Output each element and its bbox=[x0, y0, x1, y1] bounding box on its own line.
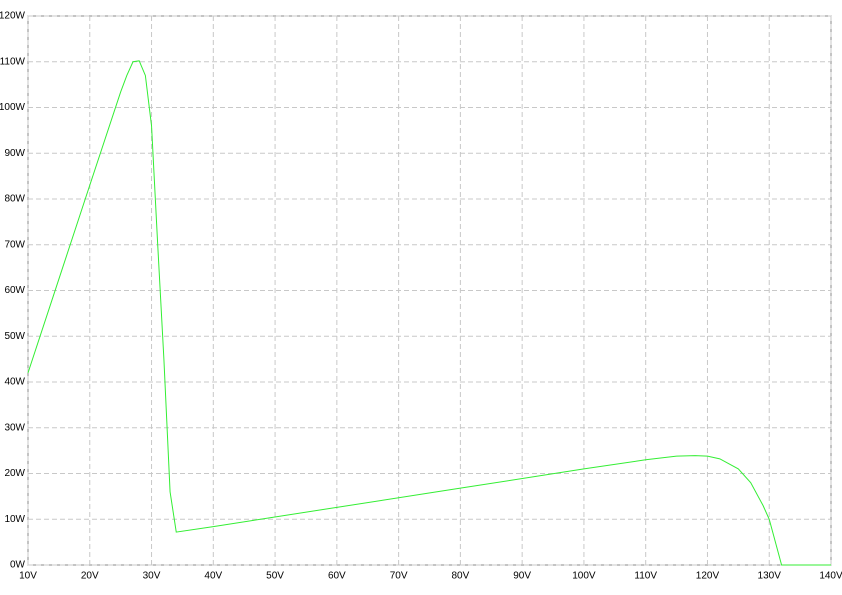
y-tick-label: 80W bbox=[4, 194, 25, 205]
x-tick-label: 50V bbox=[266, 571, 284, 582]
x-tick-label: 40V bbox=[204, 571, 222, 582]
y-tick-label: 20W bbox=[4, 468, 25, 479]
y-tick-label: 10W bbox=[4, 514, 25, 525]
x-tick-label: 80V bbox=[451, 571, 469, 582]
x-tick-label: 10V bbox=[19, 571, 37, 582]
x-tick-label: 100V bbox=[572, 571, 596, 582]
y-tick-label: 70W bbox=[4, 239, 25, 250]
y-tick-label: 100W bbox=[0, 102, 26, 113]
x-tick-label: 70V bbox=[390, 571, 408, 582]
x-tick-label: 60V bbox=[328, 571, 346, 582]
y-tick-label: 60W bbox=[4, 285, 25, 296]
x-tick-label: 140V bbox=[819, 571, 842, 582]
y-tick-label: 50W bbox=[4, 331, 25, 342]
x-tick-label: 90V bbox=[513, 571, 531, 582]
y-tick-label: 0W bbox=[10, 560, 26, 571]
x-tick-label: 120V bbox=[696, 571, 720, 582]
x-tick-label: 110V bbox=[634, 571, 657, 582]
y-tick-label: 120W bbox=[0, 11, 26, 22]
series-line bbox=[27, 60, 831, 566]
y-tick-label: 110W bbox=[0, 56, 26, 67]
x-tick-label: 30V bbox=[143, 571, 161, 582]
y-tick-label: 40W bbox=[4, 377, 25, 388]
x-tick-label: 20V bbox=[81, 571, 99, 582]
y-tick-label: 30W bbox=[4, 422, 25, 433]
y-tick-label: 90W bbox=[4, 148, 25, 159]
x-tick-label: 130V bbox=[758, 571, 782, 582]
